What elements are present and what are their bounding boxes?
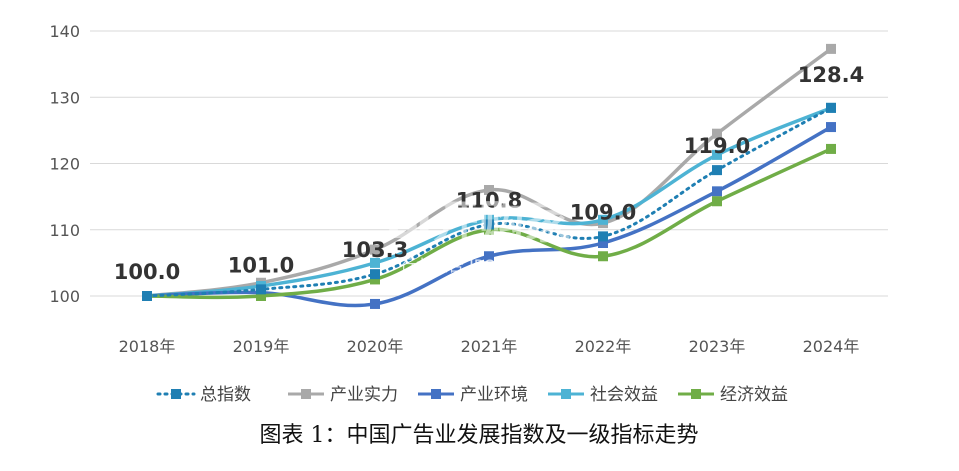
x-tick-label: 2021年	[461, 337, 518, 356]
series-marker	[598, 251, 608, 262]
data-label: 100.0	[114, 260, 180, 284]
series-marker	[826, 43, 836, 54]
x-tick-label: 2023年	[689, 337, 746, 356]
data-label: 101.0	[228, 253, 294, 277]
data-label: 128.4	[798, 63, 864, 87]
legend-swatch-marker	[691, 389, 701, 399]
x-tick-label: 2022年	[575, 337, 632, 356]
series-marker	[256, 291, 266, 301]
x-tick-label: 2019年	[233, 337, 290, 356]
series-marker	[484, 224, 494, 235]
series-marker	[484, 219, 494, 230]
legend-label: 经济效益	[720, 385, 788, 405]
legend-swatch-marker	[561, 389, 571, 399]
series-marker	[826, 143, 836, 154]
y-tick-label: 120	[49, 155, 80, 174]
data-label: 109.0	[570, 200, 636, 224]
series-marker	[256, 284, 266, 295]
x-axis-ticks: 2018年 2019年 2020年 2021年 2022年 2023年 2024年	[119, 337, 860, 356]
legend-label: 产业环境	[460, 385, 528, 405]
series-0	[142, 102, 836, 301]
series-marker	[712, 128, 722, 139]
y-tick-label: 130	[49, 88, 80, 107]
y-axis-ticks: 100 110 120 130 140	[49, 22, 80, 306]
watermark-main: Ы开购家	[385, 195, 571, 249]
y-tick-label: 140	[49, 22, 80, 41]
data-labels: 100.0 101.0 103.3 110.8 109.0 119.0 128.4	[114, 63, 864, 284]
legend-item: 产业实力	[288, 385, 398, 405]
data-label: 119.0	[684, 134, 750, 158]
series-lines	[142, 43, 836, 309]
gridlines	[90, 30, 888, 297]
series-marker	[826, 102, 836, 113]
series-marker	[712, 186, 722, 197]
legend-item: 产业环境	[418, 385, 528, 405]
x-tick-label: 2024年	[803, 337, 860, 356]
series-marker	[484, 185, 494, 195]
series-marker	[712, 165, 722, 176]
series-marker	[370, 274, 380, 285]
x-tick-label: 2018年	[119, 337, 176, 356]
y-tick-label: 100	[49, 287, 80, 306]
series-marker	[484, 251, 494, 262]
series-marker	[370, 244, 380, 255]
watermark: Ы开购家 行业报告 IPOIPO.CN	[385, 195, 571, 275]
legend-swatch-marker	[171, 389, 181, 399]
legend-swatch-marker	[301, 389, 311, 399]
legend-item: 社会效益	[548, 385, 658, 405]
chart-caption: 图表 1：中国广告业发展指数及一级指标走势	[260, 423, 699, 448]
series-marker	[142, 291, 152, 301]
series-marker	[712, 149, 722, 160]
x-tick-label: 2020年	[347, 337, 404, 356]
legend-label: 社会效益	[590, 385, 658, 405]
series-marker	[712, 196, 722, 207]
y-tick-label: 110	[49, 221, 80, 240]
series-marker	[598, 238, 608, 248]
series-marker	[370, 257, 380, 268]
series-marker	[370, 298, 380, 309]
legend: 总指数 产业实力 产业环境 社会效益 经济效益	[156, 385, 788, 405]
series-marker	[598, 231, 608, 242]
legend-swatch-marker	[431, 389, 441, 399]
series-marker	[370, 269, 380, 280]
series-marker	[826, 122, 836, 133]
legend-label: 产业实力	[330, 385, 398, 405]
series-marker	[598, 214, 608, 225]
data-label: 103.3	[342, 238, 408, 262]
data-label: 110.8	[456, 188, 522, 212]
watermark-sub: 行业报告 IPOIPO.CN	[400, 256, 551, 275]
legend-item: 经济效益	[678, 385, 788, 405]
legend-label: 总指数	[200, 385, 251, 405]
legend-item: 总指数	[156, 385, 251, 405]
